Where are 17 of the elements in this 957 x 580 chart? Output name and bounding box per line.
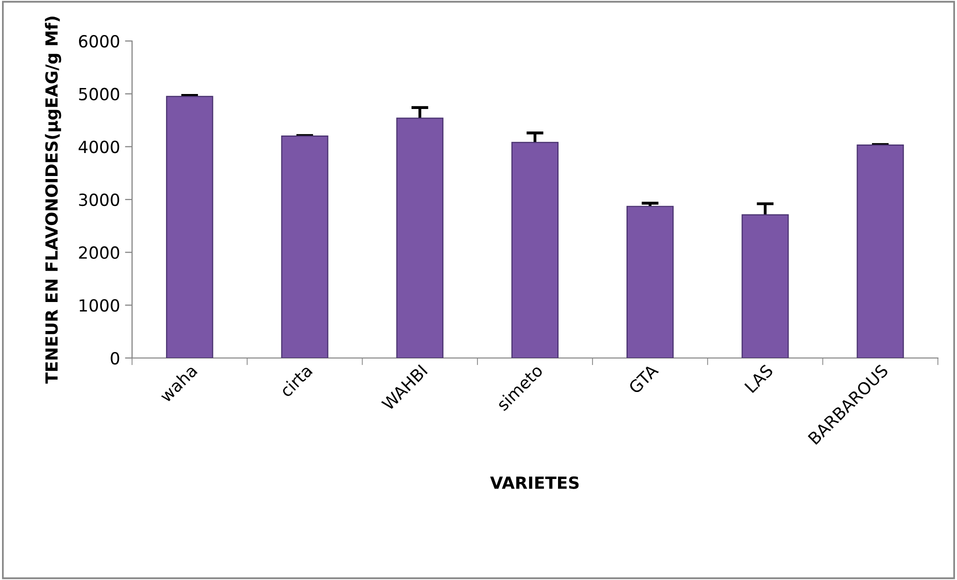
bar <box>626 206 674 358</box>
bar <box>742 214 789 358</box>
y-tick-label: 0 <box>110 352 120 365</box>
bar <box>856 144 904 358</box>
x-axis-title: VARIETES <box>490 476 579 489</box>
bar <box>396 118 444 358</box>
y-tick-label: 4000 <box>78 140 120 154</box>
y-tick-label: 1000 <box>80 299 120 312</box>
y-tick-label: 3000 <box>79 193 120 206</box>
bar <box>281 136 328 358</box>
y-tick-label: 5000 <box>79 88 120 100</box>
y-tick-label: 2000 <box>79 246 120 259</box>
y-axis-title: TENEUR EN FLAVONOIDES(µgEAG/g Mf) <box>44 16 62 384</box>
y-tick-label: 6000 <box>79 34 120 48</box>
bar <box>511 142 559 358</box>
bar <box>166 96 214 358</box>
x-tick-label: GTA <box>628 363 660 394</box>
